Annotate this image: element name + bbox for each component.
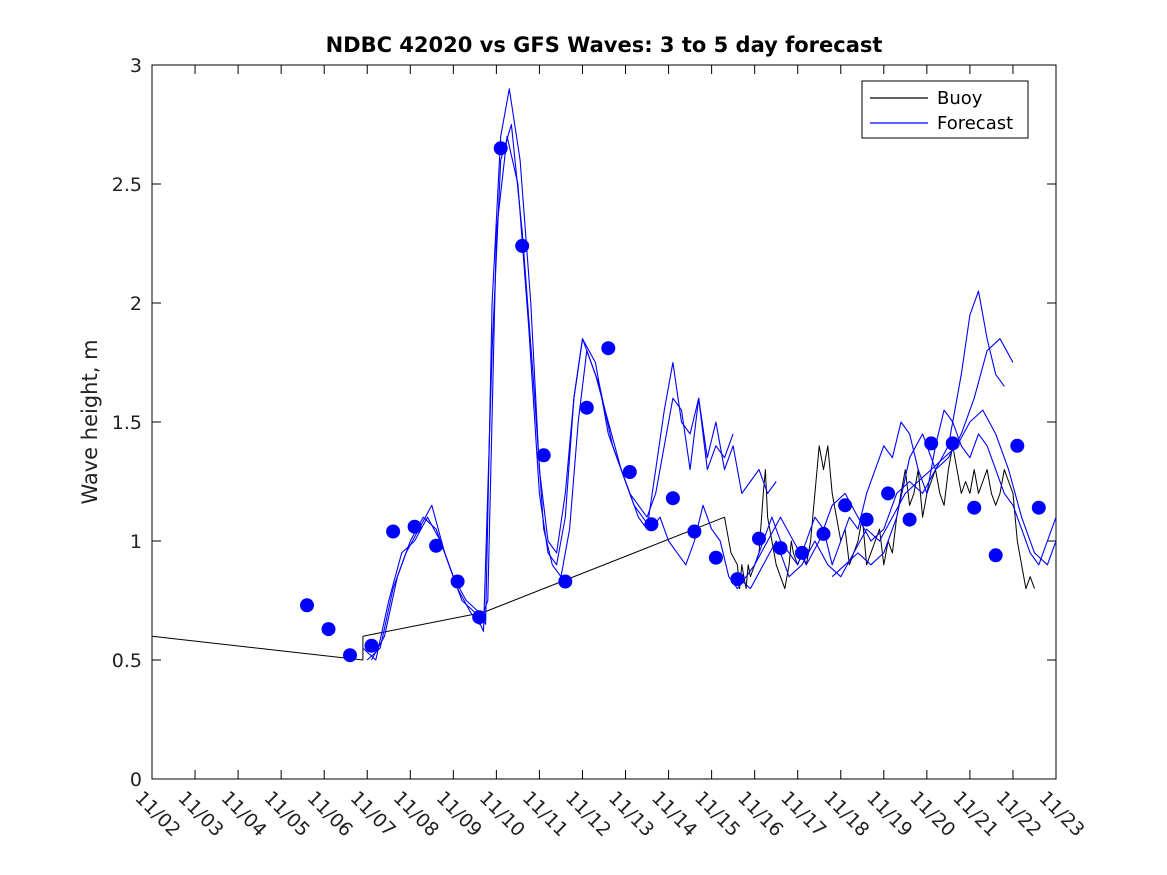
legend-buoy-label: Buoy [937, 88, 983, 109]
forecast-point-marker [386, 524, 401, 539]
forecast-point-marker [881, 486, 896, 501]
legend-box [861, 80, 1029, 139]
y-tick-label: 0 [130, 769, 142, 791]
legend: Buoy Forecast [861, 80, 1029, 139]
y-tick-label: 1 [130, 531, 142, 553]
x-tick-label: 11/14 [647, 787, 701, 841]
forecast-point-marker [945, 436, 960, 451]
x-tick-label: 11/04 [217, 787, 271, 841]
forecast-series-line [831, 290, 1005, 578]
x-tick-label: 11/22 [991, 787, 1045, 841]
forecast-point-marker [838, 498, 853, 513]
x-tick-label: 11/20 [905, 787, 959, 841]
x-tick-label: 11/10 [475, 787, 529, 841]
x-tick-label: 11/16 [733, 787, 787, 841]
x-tick-label: 11/12 [561, 787, 615, 841]
x-tick-label: 11/19 [862, 787, 916, 841]
x-tick-label: 11/09 [432, 787, 486, 841]
forecast-point-marker [321, 622, 336, 637]
y-tick-label: 3 [130, 55, 142, 77]
x-tick-label: 11/13 [604, 787, 658, 841]
x-tick-label: 11/08 [389, 787, 443, 841]
forecast-point-marker [472, 610, 487, 625]
forecast-point-marker [816, 526, 831, 541]
forecast-point-marker [773, 541, 788, 556]
forecast-point-marker [450, 574, 465, 589]
chart-title: NDBC 42020 vs GFS Waves: 3 to 5 day fore… [326, 33, 883, 57]
forecast-point-marker [1010, 438, 1025, 453]
forecast-point-marker [558, 574, 573, 589]
plot-area [151, 64, 1057, 780]
forecast-point-marker [364, 638, 379, 653]
marker-layer [300, 141, 1046, 663]
forecast-point-marker [300, 598, 314, 613]
forecast-point-marker [1031, 500, 1046, 515]
forecast-point-marker [429, 538, 444, 553]
forecast-point-marker [622, 465, 637, 479]
y-tick-label: 2.5 [112, 174, 142, 196]
forecast-point-marker [687, 524, 702, 539]
forecast-point-marker [536, 448, 551, 463]
forecast-point-marker [730, 572, 745, 587]
x-tick-label: 11/02 [130, 787, 184, 841]
x-tick-label: 11/23 [1034, 787, 1088, 841]
forecast-point-marker [493, 141, 508, 156]
forecast-point-marker [665, 491, 680, 506]
y-tick-label: 0.5 [112, 650, 142, 672]
x-tick-label: 11/17 [776, 787, 830, 841]
x-tick-label: 11/07 [346, 787, 400, 841]
x-tick-label: 11/03 [174, 787, 228, 841]
forecast-point-marker [407, 519, 422, 534]
forecast-point-marker [859, 512, 874, 527]
forecast-point-marker [515, 238, 530, 253]
forecast-point-marker [601, 341, 616, 356]
forecast-point-marker [343, 648, 357, 663]
forecast-point-marker [902, 512, 917, 527]
forecast-point-marker [967, 500, 982, 515]
x-tick-label: 11/11 [518, 787, 572, 841]
x-tick-label: 11/15 [690, 787, 744, 841]
x-tick-label: 11/21 [948, 787, 1002, 841]
forecast-point-marker [924, 436, 939, 451]
y-tick-label: 2 [130, 293, 142, 315]
forecast-point-marker [579, 400, 594, 415]
forecast-point-marker [988, 548, 1003, 563]
y-axis-label: Wave height, m [78, 339, 102, 504]
x-tick-label: 11/18 [819, 787, 873, 841]
x-tick-label: 11/05 [260, 787, 314, 841]
legend-forecast-label: Forecast [937, 113, 1013, 134]
forecast-point-marker [752, 531, 766, 546]
y-axis: 0 0.5 1 1.5 2 2.5 3 [112, 55, 1056, 791]
forecast-point-marker [795, 545, 809, 560]
x-tick-label: 11/06 [303, 787, 357, 841]
forecast-point-marker [644, 517, 659, 532]
forecast-point-marker [708, 550, 723, 565]
y-tick-label: 1.5 [112, 412, 142, 434]
